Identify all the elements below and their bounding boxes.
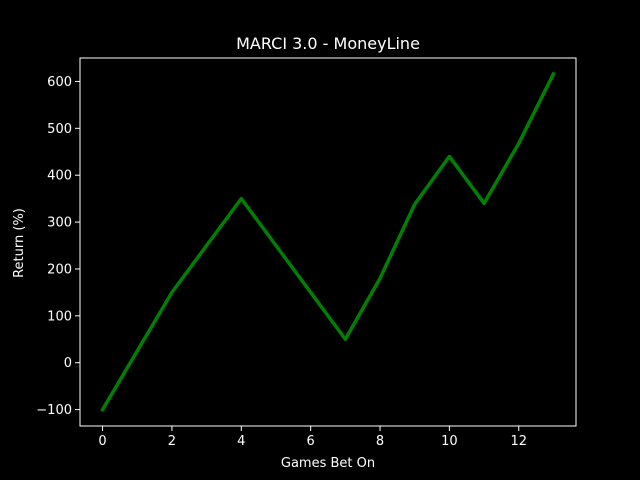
y-axis-label: Return (%): [12, 208, 27, 278]
x-tick-label: 6: [307, 434, 315, 449]
series-line: [100, 71, 556, 412]
x-tick-label: 4: [237, 434, 245, 449]
plot-area: 0 2 4 6 8 10 12 −100 0 100 200 300 400 500 600: [36, 57, 577, 449]
y-tick-label: 600: [47, 75, 72, 90]
y-tick-label: 300: [47, 216, 72, 231]
y-tick-label: 500: [47, 122, 72, 137]
x-tick-label: 12: [510, 434, 527, 449]
x-axis-label: Games Bet On: [281, 456, 375, 471]
chart-title: MARCI 3.0 - MoneyLine: [236, 34, 420, 53]
y-tick-label: 100: [47, 309, 72, 324]
y-tick-label: 0: [64, 356, 72, 371]
x-tick-label: 10: [441, 434, 458, 449]
x-tick-label: 2: [168, 434, 176, 449]
y-tick-label: 200: [47, 262, 72, 277]
y-tick-label: −100: [36, 403, 72, 418]
y-tick-label: 400: [47, 169, 72, 184]
x-tick-label: 0: [98, 434, 106, 449]
x-tick-label: 8: [376, 434, 384, 449]
axes-frame: [79, 57, 577, 427]
